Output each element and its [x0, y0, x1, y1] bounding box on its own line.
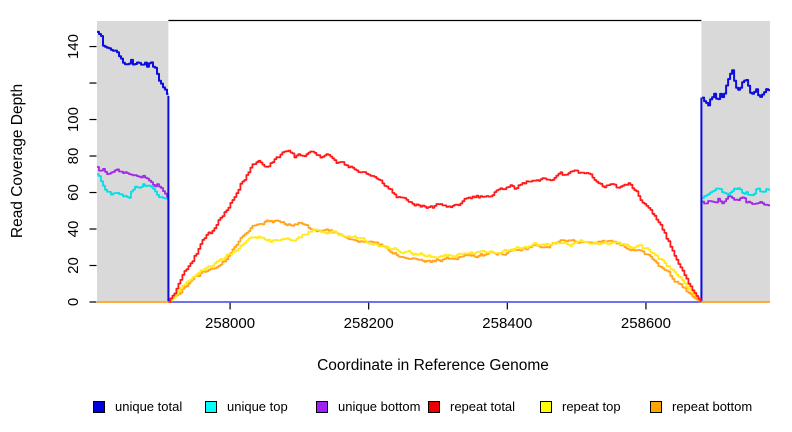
legend-label: unique top — [227, 399, 288, 414]
legend-swatch-unique-bottom — [316, 400, 328, 413]
shaded-region-1 — [701, 21, 770, 302]
y-tick-label: 20 — [65, 257, 82, 274]
x-tick-label: 258600 — [621, 315, 671, 332]
legend-swatch-unique-top — [205, 400, 217, 413]
legend-item-unique-top: unique top — [205, 399, 288, 414]
legend-swatch-repeat-top — [540, 400, 552, 413]
y-tick-label: 60 — [65, 184, 82, 201]
y-tick-label: 80 — [65, 148, 82, 165]
y-tick-label: 140 — [65, 34, 82, 59]
legend-label: repeat total — [450, 399, 516, 414]
y-tick-label: 100 — [65, 107, 82, 132]
legend-item-repeat-total: repeat total — [428, 399, 515, 414]
legend-label: repeat bottom — [672, 399, 753, 414]
legend-item-unique-bottom: unique bottom — [316, 399, 420, 414]
legend-item-repeat-top: repeat top — [540, 399, 621, 414]
y-tick-label: 0 — [65, 298, 82, 306]
legend-item-unique-total: unique total — [93, 399, 182, 414]
y-axis-title: Read Coverage Depth — [9, 83, 26, 239]
series-line-unique-bottom — [702, 195, 770, 207]
y-tick-label: 40 — [65, 221, 82, 238]
series-line-repeat-total — [168, 149, 702, 303]
x-tick-label: 258000 — [205, 315, 255, 332]
series-line-unique-top — [97, 173, 169, 200]
legend-swatch-unique-total — [93, 400, 105, 413]
legend-label: unique bottom — [338, 399, 421, 414]
series-line-unique-total — [97, 30, 169, 95]
series-line-unique-top — [702, 187, 770, 199]
series-line-repeat-bottom — [168, 219, 702, 303]
series-line-unique-bottom — [97, 166, 169, 198]
legend-swatch-repeat-bottom — [650, 400, 662, 413]
x-tick-label: 258400 — [482, 315, 532, 332]
legend-swatch-repeat-total — [428, 400, 440, 413]
series-line-unique-total — [702, 69, 770, 107]
x-axis-title: Coordinate in Reference Genome — [317, 357, 549, 374]
series-line-repeat-top — [168, 228, 702, 303]
legend-item-repeat-bottom: repeat bottom — [650, 399, 752, 414]
legend-label: repeat top — [562, 399, 621, 414]
legend-label: unique total — [115, 399, 183, 414]
x-tick-label: 258200 — [344, 315, 394, 332]
